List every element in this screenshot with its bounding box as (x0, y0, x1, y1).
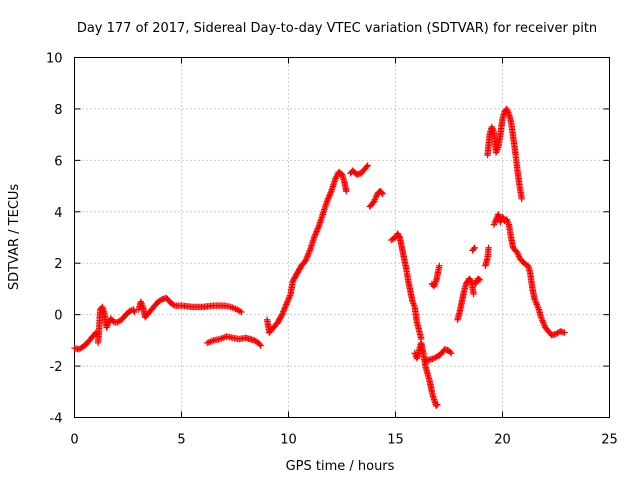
plot-frame (75, 58, 610, 418)
data-points (71, 106, 567, 409)
y-tick-label: 8 (54, 103, 62, 118)
data-point (519, 196, 525, 202)
y-tick-label: 4 (54, 206, 62, 221)
y-tick-label: -2 (50, 360, 63, 375)
x-tick-label: 5 (177, 433, 185, 448)
data-point (220, 335, 226, 341)
y-tick-label: -4 (50, 412, 63, 427)
data-point (470, 291, 476, 297)
axis-ticks (75, 58, 610, 418)
y-tick-label: 0 (54, 309, 62, 324)
y-tick-label: 6 (54, 154, 62, 169)
y-tick-label: 2 (54, 257, 62, 272)
x-tick-label: 20 (494, 433, 511, 448)
data-point (561, 329, 567, 335)
data-point (207, 338, 213, 344)
x-tick-label: 10 (280, 433, 297, 448)
x-tick-label: 15 (387, 433, 404, 448)
y-tick-labels: -4 -2 0 2 4 6 8 10 (46, 52, 63, 427)
x-axis-title: GPS time / hours (286, 459, 395, 474)
x-tick-label: 25 (601, 433, 618, 448)
x-tick-labels: 0 5 10 15 20 25 (70, 433, 617, 448)
y-axis-title: SDTVAR / TECUs (7, 184, 22, 291)
data-point (433, 403, 439, 409)
data-point (470, 246, 476, 252)
chart-title: Day 177 of 2017, Sidereal Day-to-day VTE… (77, 21, 597, 36)
y-tick-label: 10 (46, 52, 63, 67)
grid (75, 58, 610, 418)
data-point (343, 188, 349, 194)
x-tick-label: 0 (70, 433, 78, 448)
